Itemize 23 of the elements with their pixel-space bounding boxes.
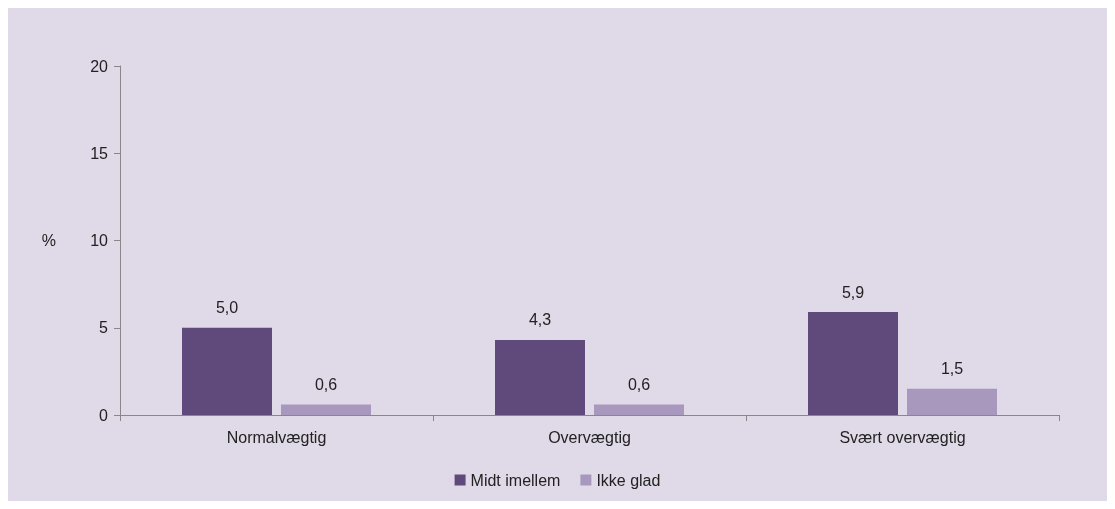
bar xyxy=(495,339,585,415)
data-label: 0,6 xyxy=(627,376,651,394)
x-tick-label: Overvægtig xyxy=(548,428,631,446)
data-label: 0,6 xyxy=(314,376,338,394)
data-label: 1,5 xyxy=(940,360,964,378)
y-tick-label: 15 xyxy=(90,144,109,162)
bar xyxy=(182,327,272,415)
y-axis-title: % xyxy=(41,232,56,249)
bar xyxy=(281,404,371,415)
bar xyxy=(808,312,898,415)
bar xyxy=(907,388,997,415)
bar xyxy=(594,404,684,415)
legend-label: Ikke glad xyxy=(596,471,661,489)
y-tick-label: 20 xyxy=(90,57,109,75)
x-tick-label: Svært overvægtig xyxy=(839,428,966,446)
data-label: 5,0 xyxy=(215,299,239,317)
legend-label: Midt imellem xyxy=(470,471,561,489)
x-tick-label: Normalvægtig xyxy=(226,428,327,446)
data-label: 5,9 xyxy=(841,283,865,301)
y-tick-label: 0 xyxy=(99,406,109,424)
y-tick-label: 10 xyxy=(90,232,109,249)
y-tick-label: 5 xyxy=(99,319,109,337)
data-label: 4,3 xyxy=(528,311,552,329)
